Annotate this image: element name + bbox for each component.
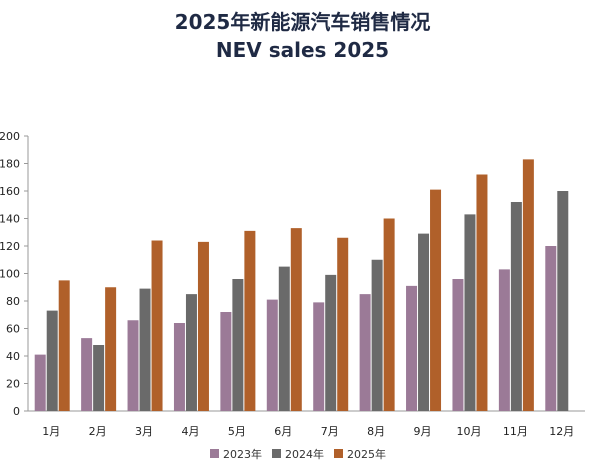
bar-2024年-2月 (93, 345, 105, 411)
bar-2023年-3月 (127, 320, 139, 411)
legend-label: 2024年 (285, 447, 324, 461)
bar-2024年-1月 (46, 310, 58, 411)
bar-2023年-7月 (313, 302, 325, 411)
bar-2025年-11月 (522, 159, 534, 411)
bar-2024年-9月 (418, 233, 430, 411)
y-tick-label: 80 (6, 295, 20, 308)
bar-2024年-5月 (232, 279, 244, 411)
bar-2024年-6月 (278, 266, 290, 411)
bar-2025年-8月 (383, 218, 395, 411)
bar-2025年-3月 (151, 240, 163, 411)
chart-subtitle: NEV sales 2025 (215, 38, 390, 62)
chart-legend: 2023年 2024年 2025年 (210, 447, 386, 461)
bar-2025年-2月 (105, 287, 117, 411)
y-tick-label: 60 (6, 323, 20, 336)
bar-2025年-5月 (244, 230, 256, 411)
x-tick-label: 6月 (274, 425, 292, 438)
x-tick-label: 3月 (135, 425, 153, 438)
legend-swatch (272, 449, 281, 458)
bar-2023年-4月 (173, 323, 185, 411)
x-tick-label: 8月 (367, 425, 385, 438)
legend-label: 2023年 (223, 447, 262, 461)
y-tick-label: 120 (0, 240, 20, 253)
x-tick-label: 1月 (42, 425, 60, 438)
chart-title: 2025年新能源汽车销售情况 (174, 10, 431, 34)
bar-2025年-1月 (58, 280, 70, 411)
bar-2024年-3月 (139, 288, 151, 411)
y-tick-label: 100 (0, 268, 20, 281)
chart-ticks: 0 20 40 60 80 100 120 140 160 180 200 1月 2月 3月 4月 5月 6月 7… (0, 130, 574, 438)
bar-2023年-6月 (266, 299, 278, 411)
legend-swatch (334, 449, 343, 458)
y-tick-label: 160 (0, 185, 20, 198)
bar-2023年-12月 (545, 246, 557, 411)
bar-2024年-8月 (371, 259, 383, 411)
x-tick-label: 9月 (414, 425, 432, 438)
legend-swatch (210, 449, 219, 458)
bar-2024年-12月 (557, 191, 569, 411)
legend-label: 2025年 (347, 447, 386, 461)
bar-2023年-2月 (81, 338, 93, 411)
bar-2023年-5月 (220, 312, 232, 411)
y-tick-label: 200 (0, 130, 20, 143)
bar-2024年-7月 (325, 274, 337, 411)
y-tick-label: 40 (6, 350, 20, 363)
bar-2024年-11月 (510, 202, 522, 411)
bar-2025年-7月 (337, 237, 349, 411)
x-tick-label: 7月 (321, 425, 339, 438)
chart-bars (34, 159, 569, 411)
x-tick-label: 4月 (181, 425, 199, 438)
bar-2024年-4月 (185, 294, 197, 411)
y-tick-label: 0 (13, 405, 20, 418)
bar-2023年-8月 (359, 294, 371, 411)
bar-2025年-6月 (290, 228, 302, 411)
y-tick-label: 20 (6, 378, 20, 391)
x-tick-label: 12月 (549, 425, 574, 438)
bar-2023年-11月 (498, 269, 510, 411)
x-tick-label: 11月 (503, 425, 528, 438)
x-tick-label: 10月 (456, 425, 481, 438)
bar-2024年-10月 (464, 214, 476, 411)
bar-2025年-10月 (476, 174, 488, 411)
y-tick-label: 180 (0, 158, 20, 171)
x-tick-label: 5月 (228, 425, 246, 438)
bar-2023年-1月 (34, 354, 46, 411)
bar-2025年-9月 (430, 189, 442, 411)
bar-2025年-4月 (197, 241, 209, 411)
bar-2023年-10月 (452, 279, 464, 411)
y-tick-label: 140 (0, 213, 20, 226)
x-tick-label: 2月 (89, 425, 107, 438)
bar-2023年-9月 (406, 285, 418, 411)
